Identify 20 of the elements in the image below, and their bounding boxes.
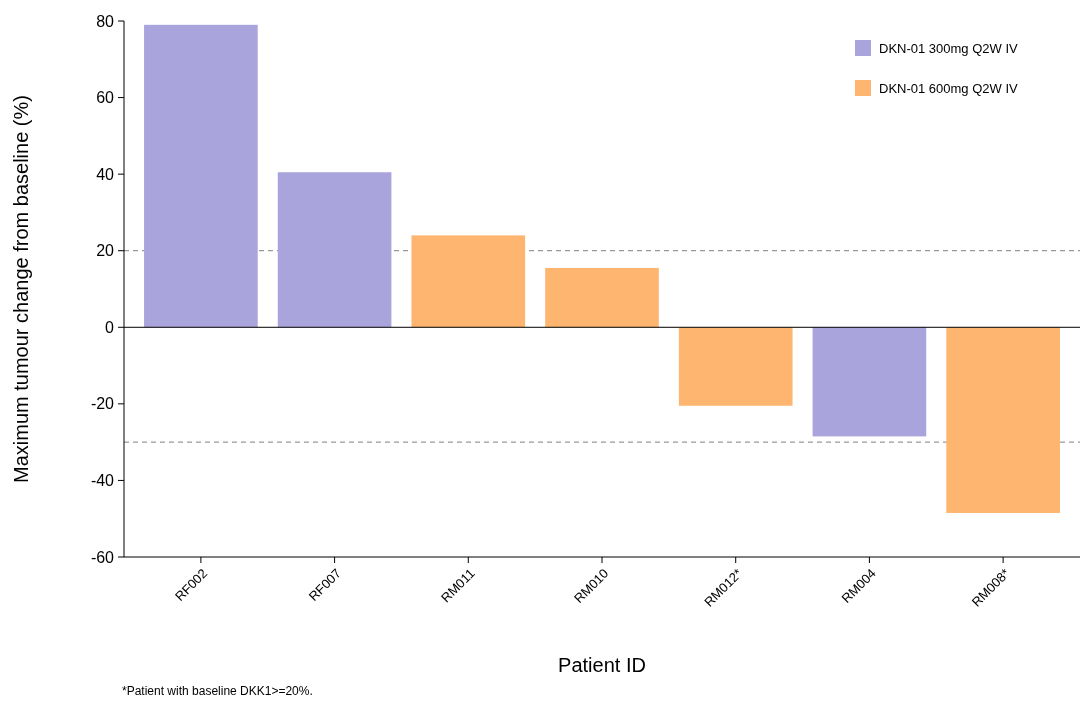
y-tick-label: -20 [90, 395, 115, 413]
y-tick-label: 20 [96, 242, 115, 260]
x-axis-title: Patient ID [558, 654, 646, 676]
bar [545, 267, 659, 328]
y-tick-label: -60 [90, 548, 115, 566]
y-axis-title: Maximum tumour change from baseline (%) [10, 95, 32, 483]
legend-label: DKN-01 600mg Q2W IV [879, 80, 1019, 96]
text: *Patient with baseline DKK1>=20%. [122, 684, 313, 698]
y-tick-label: 80 [96, 12, 115, 30]
legend-label: DKN-01 300mg Q2W IV [879, 40, 1019, 56]
bar [812, 327, 927, 437]
bar [144, 24, 258, 328]
y-tick-label: -40 [90, 472, 115, 490]
y-tick-label: 40 [96, 165, 115, 183]
bar [678, 327, 793, 406]
y-tick-label: 0 [105, 318, 115, 336]
bar [411, 235, 526, 328]
y-tick-label: 60 [96, 89, 115, 107]
bar [277, 172, 392, 328]
bar [946, 327, 1060, 513]
